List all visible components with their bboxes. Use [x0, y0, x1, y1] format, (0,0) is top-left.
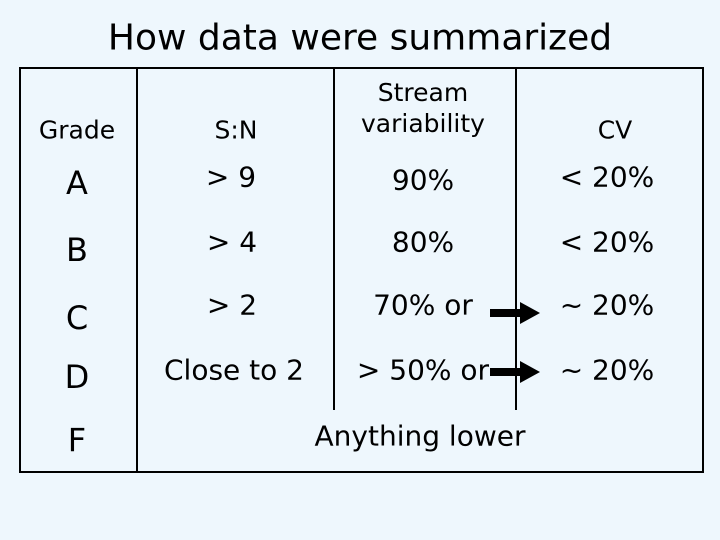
cell: 80% [391, 225, 455, 259]
grade: A [66, 164, 88, 202]
cell: > 4 [206, 225, 258, 259]
cell: 90% [391, 163, 455, 197]
table-border [19, 67, 704, 473]
column-header: Stream variability [361, 77, 485, 138]
column-header: Grade [38, 115, 116, 145]
cell: > 9 [205, 160, 257, 194]
grade: F [67, 421, 87, 459]
title: How data were summarized [107, 17, 613, 59]
cell: ~ 20% [559, 353, 655, 387]
column-header: CV [597, 115, 633, 145]
arrow [490, 302, 540, 324]
cell: < 20% [559, 225, 655, 259]
arrow [490, 361, 540, 383]
cell: 70% or [373, 288, 473, 322]
grade: C [65, 299, 89, 337]
grade: B [66, 231, 88, 269]
cell: Close to 2 [164, 353, 304, 387]
cell: ~ 20% [559, 288, 655, 322]
cell: < 20% [559, 160, 655, 194]
cell: > 2 [206, 288, 258, 322]
cell: > 50% or [356, 353, 490, 387]
grade: D [64, 358, 90, 396]
cell: Anything lower [314, 419, 526, 453]
column-header: S:N [214, 115, 258, 145]
